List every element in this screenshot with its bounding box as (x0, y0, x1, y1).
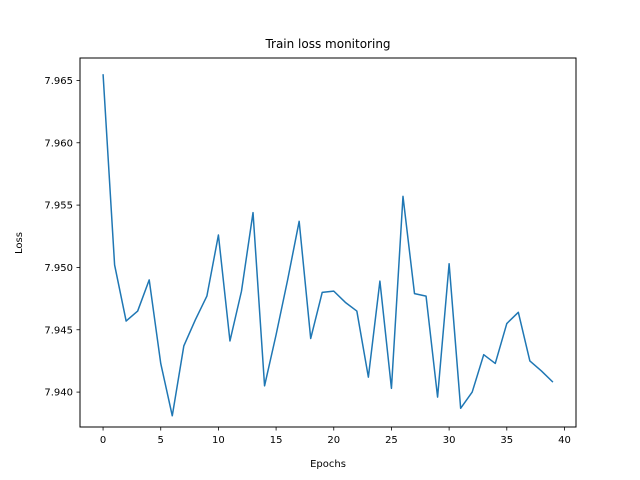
x-tick-label: 40 (558, 435, 571, 446)
x-tick-label: 15 (270, 435, 283, 446)
x-tick-label: 10 (212, 435, 225, 446)
y-tick-label: 7.945 (44, 325, 73, 336)
x-tick-label: 20 (327, 435, 340, 446)
y-axis-label: Loss (14, 232, 25, 254)
x-tick-label: 25 (385, 435, 398, 446)
x-tick-label: 5 (158, 435, 164, 446)
y-axis: 7.940 7.945 7.950 7.955 7.960 7.965 (44, 76, 80, 399)
chart-title: Train loss monitoring (264, 37, 390, 51)
plot-frame (79, 57, 577, 428)
x-axis-label: Epochs (310, 459, 346, 470)
y-tick-label: 7.965 (44, 76, 73, 87)
x-tick-label: 35 (500, 435, 513, 446)
x-axis: 0 5 10 15 20 25 30 35 40 (100, 427, 571, 446)
x-tick-label: 0 (100, 435, 106, 446)
plot-area (102, 74, 554, 417)
y-tick-label: 7.955 (44, 201, 73, 212)
y-tick-label: 7.960 (44, 138, 73, 149)
x-tick-label: 30 (443, 435, 456, 446)
y-tick-label: 7.950 (44, 263, 73, 274)
series-line (102, 74, 554, 417)
y-tick-label: 7.940 (44, 388, 73, 399)
